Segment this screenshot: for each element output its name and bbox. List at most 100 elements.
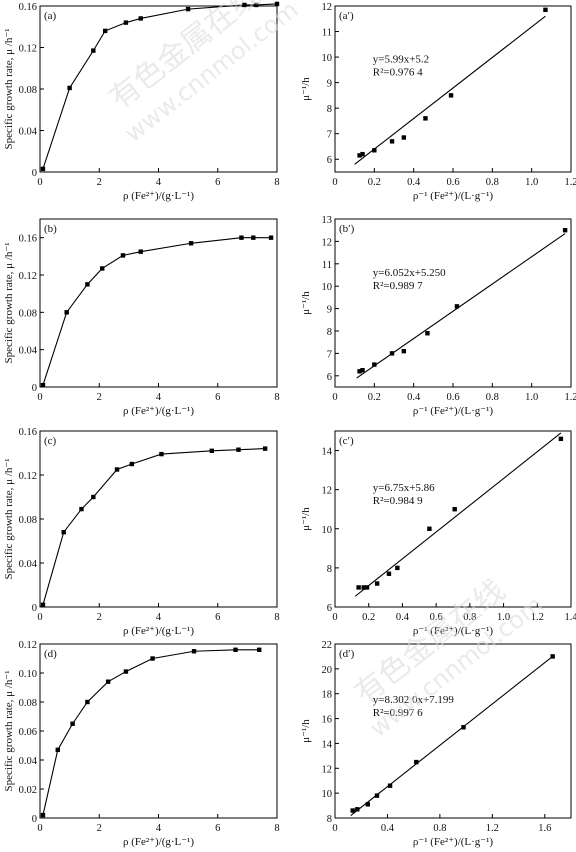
data-point <box>374 793 380 798</box>
y-axis-label: Specific growth rate, μ /h⁻¹ <box>3 459 15 580</box>
panel-label: (a) <box>44 10 57 22</box>
y-axis-label: μ⁻¹/h <box>300 291 312 315</box>
y-tick-label: 0.04 <box>19 127 38 138</box>
data-point <box>191 649 197 654</box>
x-tick-label: 0.4 <box>407 392 421 403</box>
x-tick-label: 6 <box>215 177 220 188</box>
data-point <box>372 362 377 367</box>
x-tick-label: 4 <box>156 392 162 403</box>
y-tick-label: 9 <box>327 305 332 316</box>
data-point <box>364 585 370 590</box>
x-axis-label: ρ (Fe²⁺)/(g·L⁻¹) <box>123 190 194 202</box>
y-tick-label: 16 <box>322 715 333 726</box>
data-point <box>239 235 244 240</box>
x-axis-label: ρ (Fe²⁺)/(g·L⁻¹) <box>123 405 194 417</box>
x-tick-label: 0.8 <box>486 177 499 188</box>
chart-panel: 0 0.2 0.4 0.6 0.8 1.0 1.2 6 7 8 9 10 11 12 13 (b′) y=6.0… <box>300 215 576 417</box>
x-tick-label: 0 <box>37 612 42 623</box>
y-tick-label: 0.04 <box>19 756 38 767</box>
x-tick-label: 2 <box>97 177 102 188</box>
y-tick-label: 20 <box>322 665 333 676</box>
panel-label: (a′) <box>339 10 354 22</box>
y-tick-label: 0.08 <box>19 515 37 526</box>
data-point <box>102 28 108 34</box>
series-line <box>42 237 272 386</box>
data-point <box>114 467 120 472</box>
plot-frame <box>39 430 278 608</box>
data-point <box>40 382 46 388</box>
panel-label: (d) <box>44 648 57 660</box>
data-point <box>357 369 362 374</box>
x-tick-label: 1.2 <box>564 392 576 403</box>
panel-label: (c′) <box>339 435 354 447</box>
x-tick-label: 0.8 <box>463 612 476 623</box>
x-tick-label: 6 <box>215 392 220 403</box>
data-point <box>274 1 280 7</box>
fit-r-squared: R²=0.976 4 <box>373 66 423 78</box>
data-point <box>425 331 430 336</box>
data-point <box>61 530 66 535</box>
y-axis-label: Specific growth rate, μ /h⁻¹ <box>3 243 15 364</box>
y-tick-label: 0 <box>32 383 37 394</box>
data-point <box>452 507 457 512</box>
data-point <box>550 654 555 659</box>
data-point <box>360 368 365 373</box>
x-tick-label: 0.8 <box>486 392 499 403</box>
x-tick-label: 0.4 <box>381 823 395 834</box>
data-point <box>70 721 75 726</box>
chart-panel: 0 0.2 0.4 0.6 0.8 1.0 1.2 1.4 6 8 10 12 14 (c′) y=6.75… <box>300 430 576 637</box>
plot-frame <box>39 643 278 819</box>
y-tick-label: 10 <box>322 525 333 536</box>
y-tick-label: 0.06 <box>19 727 37 738</box>
panel-label: (d′) <box>339 648 355 660</box>
x-tick-label: 1.2 <box>486 823 499 834</box>
chart-panel: 0 2 4 6 8 0 0.04 0.08 0.12 0.16 (b) ρ (Fe²⁺)/(g·L⁻¹… <box>3 218 280 417</box>
x-tick-label: 0.2 <box>368 177 381 188</box>
y-tick-label: 0.04 <box>19 346 38 357</box>
data-point <box>123 20 129 25</box>
x-tick-label: 0.4 <box>407 177 421 188</box>
data-point <box>427 526 432 531</box>
y-tick-label: 6 <box>327 603 332 614</box>
data-point <box>262 446 268 451</box>
y-tick-label: 7 <box>327 130 332 141</box>
data-point <box>100 266 105 271</box>
data-point <box>423 116 428 121</box>
plot-frame <box>39 218 278 388</box>
y-tick-label: 0 <box>32 603 37 614</box>
data-point <box>79 506 84 512</box>
data-point <box>395 565 400 571</box>
x-tick-label: 0 <box>332 392 337 403</box>
y-tick-label: 6 <box>327 372 332 383</box>
x-tick-label: 0.2 <box>368 392 381 403</box>
data-point <box>448 93 454 98</box>
fit-line <box>354 15 546 165</box>
chart-panel: 0 2 4 6 8 0 0.02 0.04 0.06 0.08 0.10 0.12 (d) ρ (Fe²⁺… <box>3 640 280 848</box>
data-point <box>387 783 393 788</box>
x-axis-label: ρ⁻¹ (Fe²⁺)/(L·g⁻¹) <box>413 836 493 848</box>
y-tick-label: 18 <box>322 690 333 701</box>
data-point <box>355 807 360 812</box>
x-tick-label: 0 <box>332 177 337 188</box>
data-point <box>40 812 46 818</box>
x-tick-label: 2 <box>97 823 102 834</box>
data-point <box>543 7 548 13</box>
data-point <box>91 48 96 53</box>
data-point <box>356 585 361 590</box>
y-tick-label: 0.08 <box>19 308 37 319</box>
fit-r-squared: R²=0.989 7 <box>373 280 423 292</box>
data-point <box>386 571 392 576</box>
y-tick-label: 14 <box>322 739 333 750</box>
data-point <box>414 759 419 765</box>
y-tick-label: 12 <box>322 486 333 497</box>
y-tick-label: 12 <box>322 237 333 248</box>
x-tick-label: 0 <box>37 392 42 403</box>
x-tick-label: 0.2 <box>362 612 375 623</box>
y-tick-label: 0 <box>32 814 37 825</box>
data-point <box>85 282 90 287</box>
y-tick-label: 13 <box>322 215 333 226</box>
y-tick-label: 6 <box>327 155 332 166</box>
data-point <box>123 669 129 674</box>
x-tick-label: 1.0 <box>497 612 510 623</box>
